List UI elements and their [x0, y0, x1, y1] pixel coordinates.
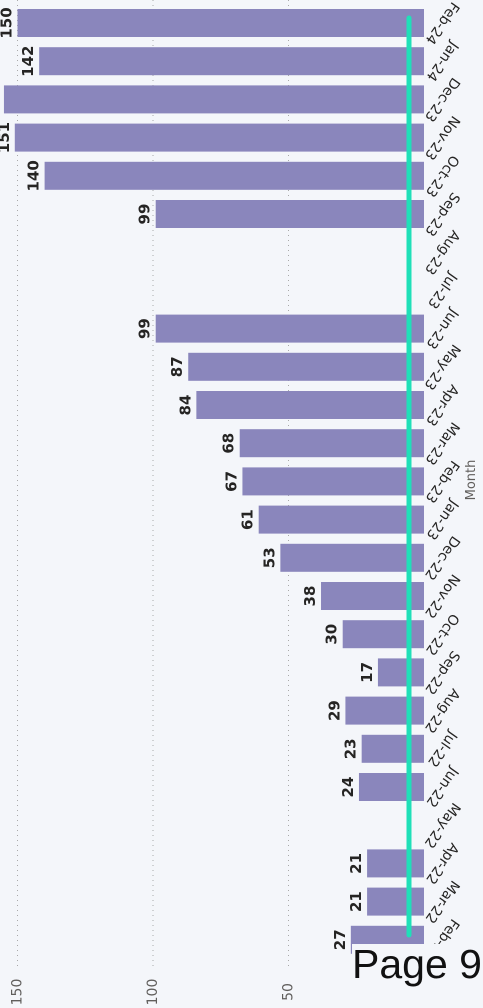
- category-label-Aug-22: Aug-22: [421, 685, 463, 735]
- value-tick-150: 150: [10, 979, 26, 1006]
- data-label-May-23: 87: [168, 356, 186, 377]
- bar-Sep-23: [155, 200, 424, 228]
- bar-Oct-23: [44, 161, 424, 190]
- bar-Apr-23: [196, 391, 424, 419]
- data-label-Jun-22: 24: [339, 777, 357, 798]
- data-label-Jan-24: 142: [19, 46, 37, 77]
- bar-Jun-22: [358, 773, 424, 801]
- bar-Apr-22: [367, 849, 424, 878]
- data-label-Jul-22: 23: [342, 738, 360, 759]
- data-label-Dec-22: 53: [260, 547, 278, 568]
- category-label-Jul-23: Jul-23: [424, 269, 460, 312]
- data-label-Feb-23: 67: [222, 471, 240, 492]
- data-label-Dec-23: 155: [0, 84, 2, 115]
- data-label-Feb-22: 27: [331, 929, 349, 950]
- value-tick-100: 100: [145, 979, 161, 1006]
- data-label-Mar-22: 21: [347, 891, 365, 912]
- bar-Dec-22: [280, 543, 424, 572]
- data-label-Sep-22: 17: [358, 662, 376, 683]
- data-label-Nov-22: 38: [301, 586, 319, 607]
- bar-Jul-22: [361, 734, 424, 763]
- x-axis-title: Month: [464, 460, 479, 501]
- bar-May-23: [188, 352, 424, 381]
- data-label-Nov-23: 151: [0, 122, 13, 153]
- category-label-Feb-23: Feb-23: [422, 457, 462, 505]
- bar-Jan-24: [39, 47, 425, 76]
- bar-Mar-22: [367, 887, 424, 916]
- category-label-Jan-23: Jan-23: [423, 496, 462, 542]
- data-label-Apr-23: 84: [176, 395, 194, 416]
- category-label-Nov-23: Nov-23: [421, 113, 463, 163]
- bar-Mar-23: [239, 429, 424, 458]
- category-label-Aug-23: Aug-23: [421, 227, 463, 277]
- bar-Jan-23: [258, 505, 424, 534]
- category-label-Feb-24: Feb-24: [422, 0, 462, 47]
- bar-Aug-22: [345, 696, 424, 725]
- category-label-Oct-23: Oct-23: [422, 152, 462, 200]
- value-tick-50: 50: [281, 983, 297, 1001]
- bar-Oct-22: [342, 620, 424, 649]
- data-label-Jan-23: 61: [239, 509, 257, 530]
- bar-Dec-23: [3, 85, 424, 114]
- category-label-Oct-22: Oct-22: [422, 610, 462, 658]
- data-label-Sep-23: 99: [136, 204, 154, 225]
- category-label-May-22: May-22: [421, 799, 464, 850]
- bar-Feb-23: [242, 467, 424, 496]
- bars: [3, 9, 425, 954]
- value-axis: 50 100 150: [10, 979, 297, 1006]
- data-label-Mar-23: 68: [220, 433, 238, 454]
- data-label-Apr-22: 21: [347, 853, 365, 874]
- category-label-May-23: May-23: [421, 341, 464, 392]
- category-label-Mar-23: Mar-23: [422, 419, 463, 468]
- page-label: Page 9: [352, 941, 482, 987]
- bar-Sep-22: [377, 658, 424, 687]
- data-label-Aug-22: 29: [325, 700, 343, 721]
- data-label-Oct-23: 140: [25, 160, 43, 191]
- data-label-Feb-24: 150: [0, 7, 16, 38]
- data-label-Jun-23: 99: [136, 318, 154, 339]
- category-label-Mar-22: Mar-22: [422, 877, 463, 926]
- bar-Jun-23: [155, 314, 424, 343]
- data-label-Oct-22: 30: [323, 624, 341, 645]
- category-label-Jul-22: Jul-22: [424, 727, 460, 770]
- category-label-Nov-22: Nov-22: [421, 571, 463, 621]
- category-label-Jan-24: Jan-24: [423, 38, 462, 84]
- bar-Feb-24: [17, 9, 424, 37]
- bar-Nov-23: [14, 123, 424, 152]
- category-axis: Feb-24Jan-24Dec-23Nov-23Oct-23Sep-23Aug-…: [421, 0, 464, 964]
